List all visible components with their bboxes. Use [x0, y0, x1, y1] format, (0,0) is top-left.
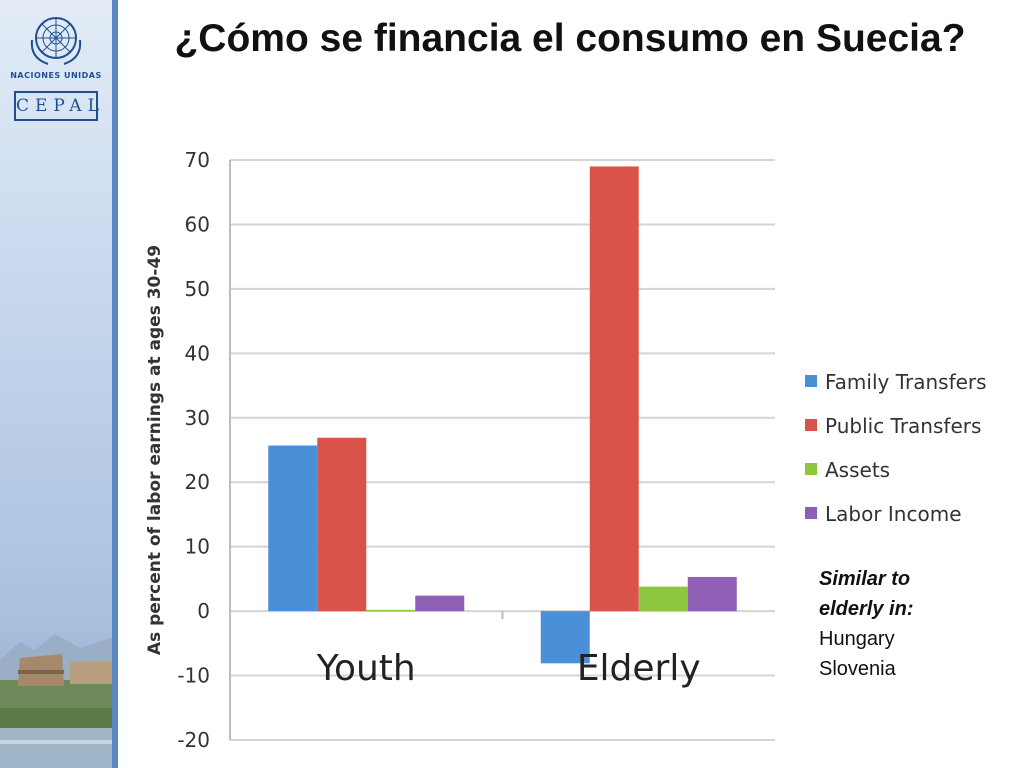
- x-category-label: Elderly: [577, 648, 701, 689]
- note-heading-line1: Similar to: [819, 568, 911, 590]
- legend-label: Labor Income: [825, 502, 962, 526]
- legend-swatch: [805, 507, 817, 519]
- legend-swatch: [805, 463, 817, 475]
- y-tick-label: 0: [197, 599, 210, 623]
- note-heading-line2: elderly in:: [819, 598, 914, 620]
- bar: [268, 445, 318, 612]
- y-tick-label: 70: [185, 148, 210, 172]
- bar: [317, 437, 367, 612]
- y-tick-label: -10: [177, 664, 210, 688]
- sidebar-divider: [112, 0, 118, 768]
- legend-swatch: [805, 419, 817, 431]
- note-country: Slovenia: [819, 658, 896, 680]
- y-tick-label: 60: [185, 212, 210, 236]
- un-emblem-icon: [30, 17, 82, 65]
- left-sidebar: NACIONES UNIDAS CEPAL: [0, 0, 112, 768]
- legend-label: Public Transfers: [825, 414, 982, 438]
- y-axis-label: As percent of labor earnings at ages 30-…: [145, 245, 165, 655]
- y-tick-label: 30: [185, 406, 210, 430]
- legend-label: Assets: [825, 458, 891, 482]
- comparison-note: Similar to elderly in: Hungary Slovenia: [819, 564, 913, 684]
- campus-building-picture: [0, 634, 112, 768]
- x-category-label: Youth: [316, 648, 416, 689]
- legend-label: Family Transfers: [825, 370, 987, 394]
- bar: [687, 576, 737, 612]
- org-logo: CEPAL: [14, 91, 99, 121]
- bar: [366, 609, 416, 612]
- y-tick-label: 20: [185, 470, 210, 494]
- y-tick-label: 10: [185, 535, 210, 559]
- note-country: Hungary: [819, 628, 895, 650]
- y-tick-label: 50: [185, 277, 210, 301]
- legend-swatch: [805, 375, 817, 387]
- org-name: NACIONES UNIDAS: [10, 71, 102, 80]
- bar: [589, 166, 639, 612]
- bar: [540, 611, 590, 664]
- y-tick-label: -20: [177, 728, 210, 752]
- bar-chart: -20 -10 0 10 20 30 40 50 60 70 As percent of labor…: [145, 148, 775, 752]
- bar: [638, 586, 688, 612]
- slide-title: ¿Cómo se financia el consumo en Suecia?: [174, 17, 966, 60]
- y-tick-label: 40: [185, 341, 210, 365]
- bar: [415, 595, 465, 612]
